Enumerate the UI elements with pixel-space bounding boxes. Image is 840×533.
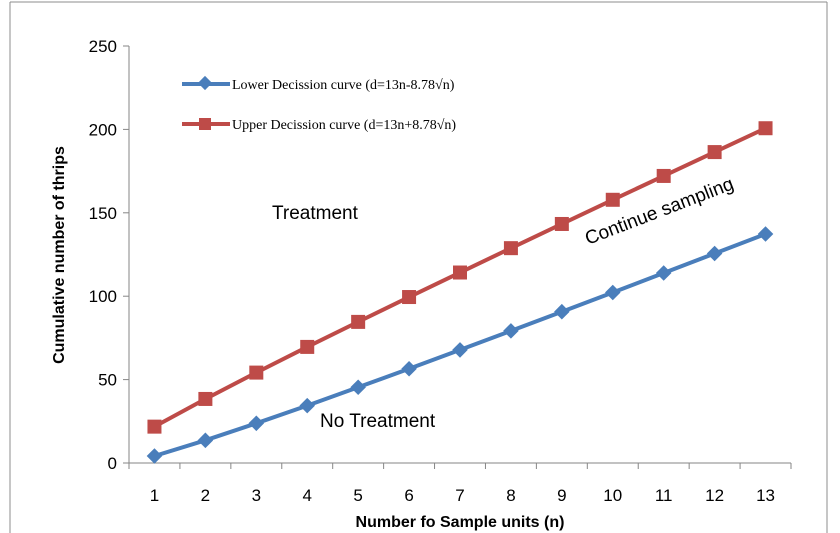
data-point-upper	[249, 365, 264, 380]
y-axis-title: Cumulative number of thrips	[51, 146, 68, 364]
y-tick-label: 150	[89, 204, 117, 223]
data-point-lower	[146, 448, 163, 464]
x-tick-label: 1	[150, 486, 159, 505]
legend-item-lower: Lower Decission curve (d=13n-8.78√n)	[182, 75, 455, 93]
data-point-upper	[503, 241, 518, 256]
y-tick-label: 250	[89, 37, 117, 56]
legend-item-upper: Upper Decission curve (d=13n+8.78√n)	[182, 118, 456, 133]
legend: Lower Decission curve (d=13n-8.78√n) Upp…	[182, 75, 456, 133]
x-tick-label: 9	[557, 486, 566, 505]
y-tick-label: 50	[98, 371, 117, 390]
data-point-upper	[707, 145, 722, 160]
data-point-lower	[757, 226, 774, 242]
y-tick-label: 0	[108, 454, 117, 473]
legend-label-lower: Lower Decission curve (d=13n-8.78√n)	[232, 78, 455, 93]
data-point-upper	[554, 216, 569, 231]
data-point-lower	[350, 379, 366, 396]
data-point-lower	[401, 360, 417, 377]
data-point-upper	[656, 168, 671, 183]
data-point-lower	[706, 245, 723, 262]
legend-label-upper: Upper Decission curve (d=13n+8.78√n)	[232, 118, 456, 133]
data-point-lower	[604, 284, 621, 301]
x-tick-label: 11	[655, 486, 673, 505]
data-point-upper	[453, 265, 467, 280]
x-tick-label: 7	[455, 486, 464, 505]
data-point-lower	[503, 323, 519, 339]
annotation-continue-sampling: Continue sampling	[582, 174, 736, 250]
data-point-lower	[197, 432, 214, 449]
x-tick-label: 12	[705, 486, 724, 505]
series-layer	[146, 121, 774, 464]
x-axis-ticks: 1 2 3 4 5 6 7 8 9 10 11 12 13	[128, 463, 792, 505]
y-tick-label: 200	[89, 120, 117, 139]
x-tick-label: 2	[201, 486, 210, 505]
data-point-upper	[758, 121, 773, 136]
data-point-upper	[198, 391, 213, 406]
data-point-upper	[300, 339, 315, 354]
legend-marker-upper	[199, 118, 211, 130]
data-point-lower	[655, 265, 672, 281]
x-tick-label: 13	[756, 486, 775, 505]
data-point-upper	[147, 419, 162, 434]
y-tick-label: 100	[89, 287, 117, 306]
x-tick-label: 10	[603, 486, 622, 505]
x-tick-label: 8	[506, 486, 515, 505]
data-point-upper	[351, 314, 366, 329]
annotation-no-treatment: No Treatment	[320, 411, 436, 432]
x-tick-label: 6	[404, 486, 413, 505]
x-tick-label: 5	[353, 486, 362, 505]
x-tick-label: 3	[252, 486, 261, 505]
x-axis-title: Number fo Sample units (n)	[356, 514, 565, 531]
data-point-lower	[452, 342, 468, 358]
data-point-lower	[554, 303, 570, 320]
data-point-lower	[299, 397, 316, 414]
annotation-treatment: Treatment	[272, 203, 359, 224]
data-point-upper	[402, 290, 417, 305]
legend-marker-lower	[197, 75, 213, 91]
x-tick-label: 4	[302, 486, 311, 505]
data-point-lower	[248, 415, 265, 432]
data-point-upper	[605, 192, 620, 207]
y-axis-ticks: 0 50 100 150 200 250	[89, 37, 129, 473]
